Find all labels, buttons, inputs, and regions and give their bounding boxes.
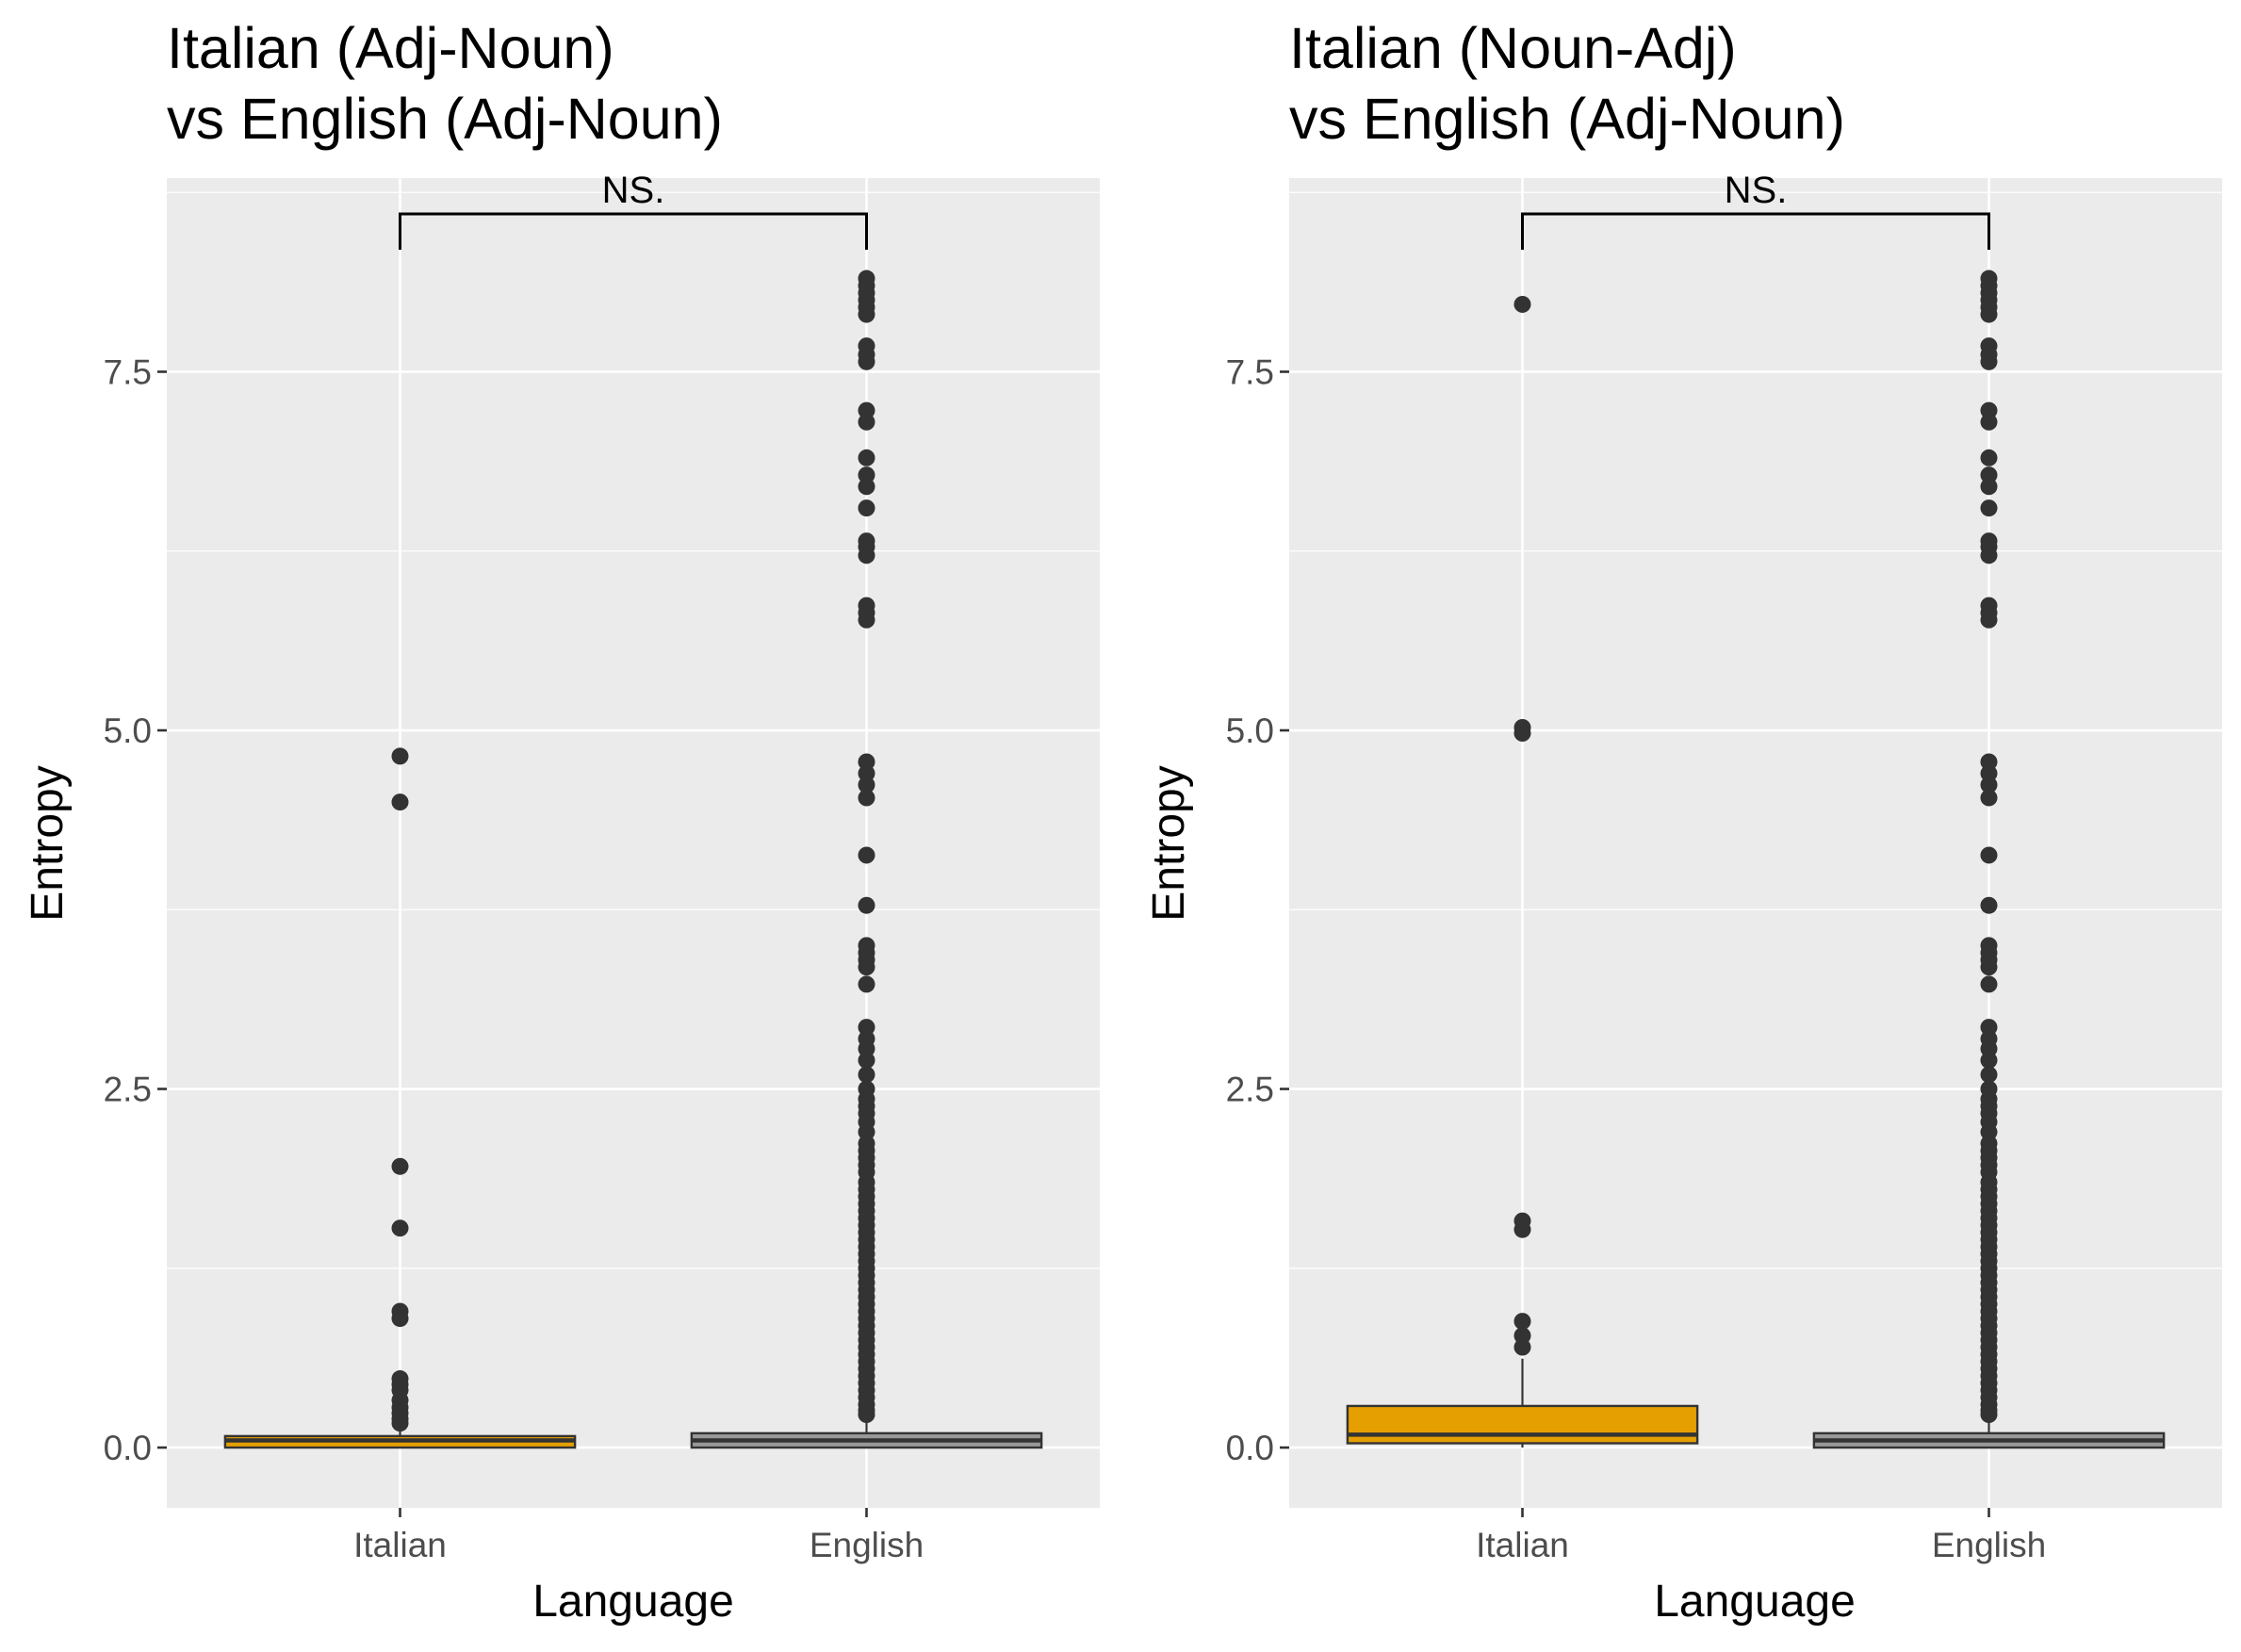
outlier-point: [858, 1052, 875, 1070]
plot-area: 0.0 2.5 5.0 7.5 Italian English NS.: [104, 170, 1100, 1564]
outlier-point: [858, 958, 875, 976]
outlier-point: [1513, 1313, 1531, 1331]
outlier-point: [1980, 975, 1998, 993]
outlier-point: [391, 1219, 409, 1237]
y-tick-label: 2.5: [104, 1071, 152, 1109]
chart-title-line-1: Italian (Adj-Noun): [167, 16, 614, 80]
outlier-point: [858, 352, 875, 370]
outlier-point: [858, 776, 875, 793]
outlier-point: [1980, 958, 1998, 976]
outlier-point: [391, 1157, 409, 1175]
significance-label: NS.: [1725, 170, 1788, 211]
outlier-point: [858, 413, 875, 431]
outlier-point: [1980, 499, 1998, 517]
chart-title-line-2: vs English (Adj-Noun): [1289, 87, 1845, 151]
y-tick-label: 0.0: [104, 1429, 152, 1467]
outlier-point: [1513, 1338, 1531, 1356]
y-tick-label: 5.0: [104, 712, 152, 750]
box-italian: [1346, 1404, 1699, 1445]
chart-title-line-1: Italian (Noun-Adj): [1289, 16, 1737, 80]
outlier-point: [858, 478, 875, 496]
outlier-point: [858, 1066, 875, 1084]
outlier-point: [1980, 1052, 1998, 1070]
significance-bracket: [1521, 212, 1990, 251]
outlier-point: [1980, 896, 1998, 914]
panel-italian-noun-adj: Italian (Noun-Adj) vs English (Adj-Noun)…: [1144, 16, 2222, 1627]
panel-italian-adj-noun: Italian (Adj-Noun) vs English (Adj-Noun)…: [23, 16, 1100, 1627]
outlier-point: [1980, 478, 1998, 496]
outlier-point: [858, 611, 875, 629]
outlier-point: [1513, 1220, 1531, 1238]
outlier-point: [858, 305, 875, 323]
outlier-point: [1980, 305, 1998, 323]
outlier-point: [858, 547, 875, 564]
outlier-point: [858, 896, 875, 914]
outlier-point: [1980, 413, 1998, 431]
outlier-point: [1980, 1066, 1998, 1084]
significance-bracket: [399, 212, 868, 251]
outlier-point: [1980, 1406, 1998, 1424]
outlier-point: [391, 747, 409, 765]
outlier-point: [1980, 776, 1998, 793]
outlier-point: [858, 975, 875, 993]
outlier-point: [1980, 449, 1998, 466]
outlier-point: [858, 449, 875, 466]
y-tick-label: 2.5: [1226, 1071, 1274, 1109]
outlier-point: [391, 1415, 409, 1432]
y-axis-title: Entropy: [23, 765, 73, 921]
outlier-point: [858, 789, 875, 807]
outlier-point: [858, 1406, 875, 1424]
significance-label: NS.: [602, 170, 665, 211]
y-tick-label: 0.0: [1226, 1429, 1274, 1467]
panel-background: [1289, 178, 2222, 1508]
outlier-point: [1980, 789, 1998, 807]
outlier-point: [391, 793, 409, 811]
plot-area: 0.0 2.5 5.0 7.5 Italian English NS.: [1226, 170, 2222, 1564]
x-tick-label: English: [810, 1526, 924, 1564]
outlier-point: [1980, 611, 1998, 629]
outlier-point: [1980, 352, 1998, 370]
x-tick-label: Italian: [353, 1526, 447, 1564]
y-tick-label: 7.5: [1226, 352, 1274, 391]
outlier-point: [1513, 725, 1531, 743]
x-tick-label: English: [1932, 1526, 2046, 1564]
y-tick-label: 5.0: [1226, 712, 1274, 750]
y-tick-label: 7.5: [104, 352, 152, 391]
outlier-point: [858, 499, 875, 517]
outlier-point: [858, 846, 875, 864]
x-axis-title: Language: [532, 1577, 734, 1627]
x-tick-label: Italian: [1476, 1526, 1569, 1564]
panel-background: [167, 178, 1100, 1508]
chart-title-line-2: vs English (Adj-Noun): [167, 87, 723, 151]
x-axis-title: Language: [1654, 1577, 1856, 1627]
outlier-point: [1513, 295, 1531, 313]
outlier-point: [391, 1310, 409, 1328]
outlier-point: [1980, 846, 1998, 864]
y-axis-title: Entropy: [1144, 765, 1194, 921]
outlier-point: [1980, 547, 1998, 564]
